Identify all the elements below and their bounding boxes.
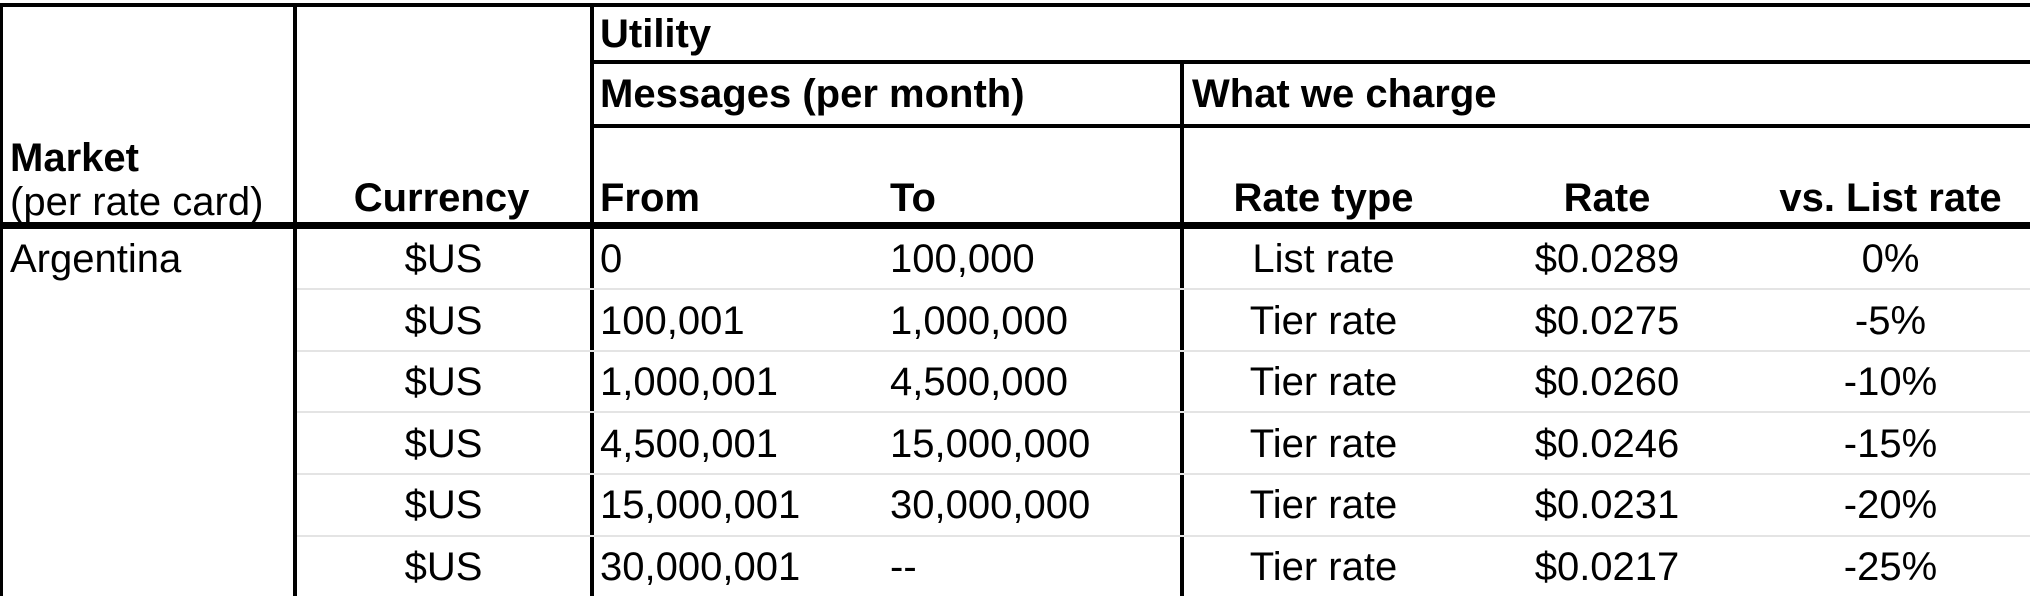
cell-currency[interactable]: $US [404,360,483,404]
cell-rate-type[interactable]: Tier rate [1249,360,1398,404]
row-separator [297,473,2030,475]
row-separator [297,535,2030,537]
cell-currency[interactable]: $US [404,483,483,527]
header-messages-per-month[interactable]: Messages (per month) [600,72,1025,116]
header-from[interactable]: From [600,176,700,220]
cell-market[interactable] [10,291,285,352]
cell-rate[interactable]: $0.0231 [1534,483,1680,527]
header-vs-list-rate[interactable]: vs. List rate [1779,176,2002,220]
header-market-subtitle: (per rate card) [10,180,264,224]
cell-currency[interactable]: $US [404,298,483,343]
cell-from[interactable]: 30,000,001 [600,544,801,589]
header-market-title: Market [10,136,139,180]
cell-to[interactable]: 30,000,000 [890,483,1091,527]
cell-vs-list-rate[interactable]: 0% [1861,237,1920,281]
header-to[interactable]: To [890,176,936,220]
cell-to[interactable]: 4,500,000 [890,360,1068,404]
cell-market[interactable] [10,414,285,475]
table-row: $US 4,500,001 15,000,000 Tier rate $0.02… [0,414,2030,475]
cell-from[interactable]: 15,000,001 [600,483,801,527]
cell-rate-type[interactable]: Tier rate [1249,298,1398,343]
cell-from[interactable]: 1,000,001 [600,360,778,404]
cell-from[interactable]: 100,001 [600,298,745,343]
divider-market-currency [293,3,297,596]
table-row: $US 15,000,001 30,000,000 Tier rate $0.0… [0,475,2030,536]
table-left-border [0,3,3,596]
table-row: Argentina $US 0 100,000 List rate $0.028… [0,229,2030,290]
cell-vs-list-rate[interactable]: -25% [1843,544,1938,589]
cell-rate[interactable]: $0.0260 [1534,360,1680,404]
table-row: $US 1,000,001 4,500,000 Tier rate $0.026… [0,352,2030,413]
cell-to[interactable]: 15,000,000 [890,421,1091,466]
row-separator [297,350,2030,352]
table-row: $US 100,001 1,000,000 Tier rate $0.0275 … [0,291,2030,352]
cell-vs-list-rate[interactable]: -20% [1843,483,1938,527]
cell-rate-type[interactable]: Tier rate [1249,421,1398,466]
cell-from[interactable]: 4,500,001 [600,421,778,466]
header-rate-type[interactable]: Rate type [1233,176,1414,220]
cell-currency[interactable]: $US [404,237,483,281]
cell-rate-type[interactable]: List rate [1252,237,1395,281]
header-bottom-border [0,222,2030,229]
cell-vs-list-rate[interactable]: -10% [1843,360,1938,404]
cell-vs-list-rate[interactable]: -15% [1843,421,1938,466]
cell-rate[interactable]: $0.0217 [1534,544,1680,589]
cell-currency[interactable]: $US [404,544,483,589]
cell-rate-type[interactable]: Tier rate [1249,483,1398,527]
utility-bottom-border [590,60,2030,64]
header-what-we-charge[interactable]: What we charge [1192,72,1497,116]
header-market[interactable]: Market (per rate card) [10,136,263,224]
cell-vs-list-rate[interactable]: -5% [1854,298,1927,343]
row-separator [297,288,2030,290]
table-top-border [0,3,2030,7]
cell-to[interactable]: 100,000 [890,237,1035,281]
cell-to[interactable]: -- [890,544,917,589]
divider-to-ratetype [1180,60,1184,596]
row-separator [297,411,2030,413]
cell-rate[interactable]: $0.0289 [1534,237,1680,281]
cell-rate[interactable]: $0.0246 [1534,421,1680,466]
cell-currency[interactable]: $US [404,421,483,466]
table-row: $US 30,000,001 -- Tier rate $0.0217 -25% [0,537,2030,596]
cell-from[interactable]: 0 [600,237,623,281]
divider-currency-from [590,3,594,596]
cell-market[interactable] [10,475,285,536]
cell-rate[interactable]: $0.0275 [1534,298,1680,343]
cell-market[interactable] [10,537,285,596]
header-currency[interactable]: Currency [353,176,530,220]
messages-bottom-border [590,124,2030,128]
cell-to[interactable]: 1,000,000 [890,298,1068,343]
cell-market[interactable]: Argentina [10,237,182,281]
header-rate[interactable]: Rate [1563,176,1651,220]
header-utility[interactable]: Utility [600,12,712,56]
cell-rate-type[interactable]: Tier rate [1249,544,1398,589]
cell-market[interactable] [10,352,285,413]
